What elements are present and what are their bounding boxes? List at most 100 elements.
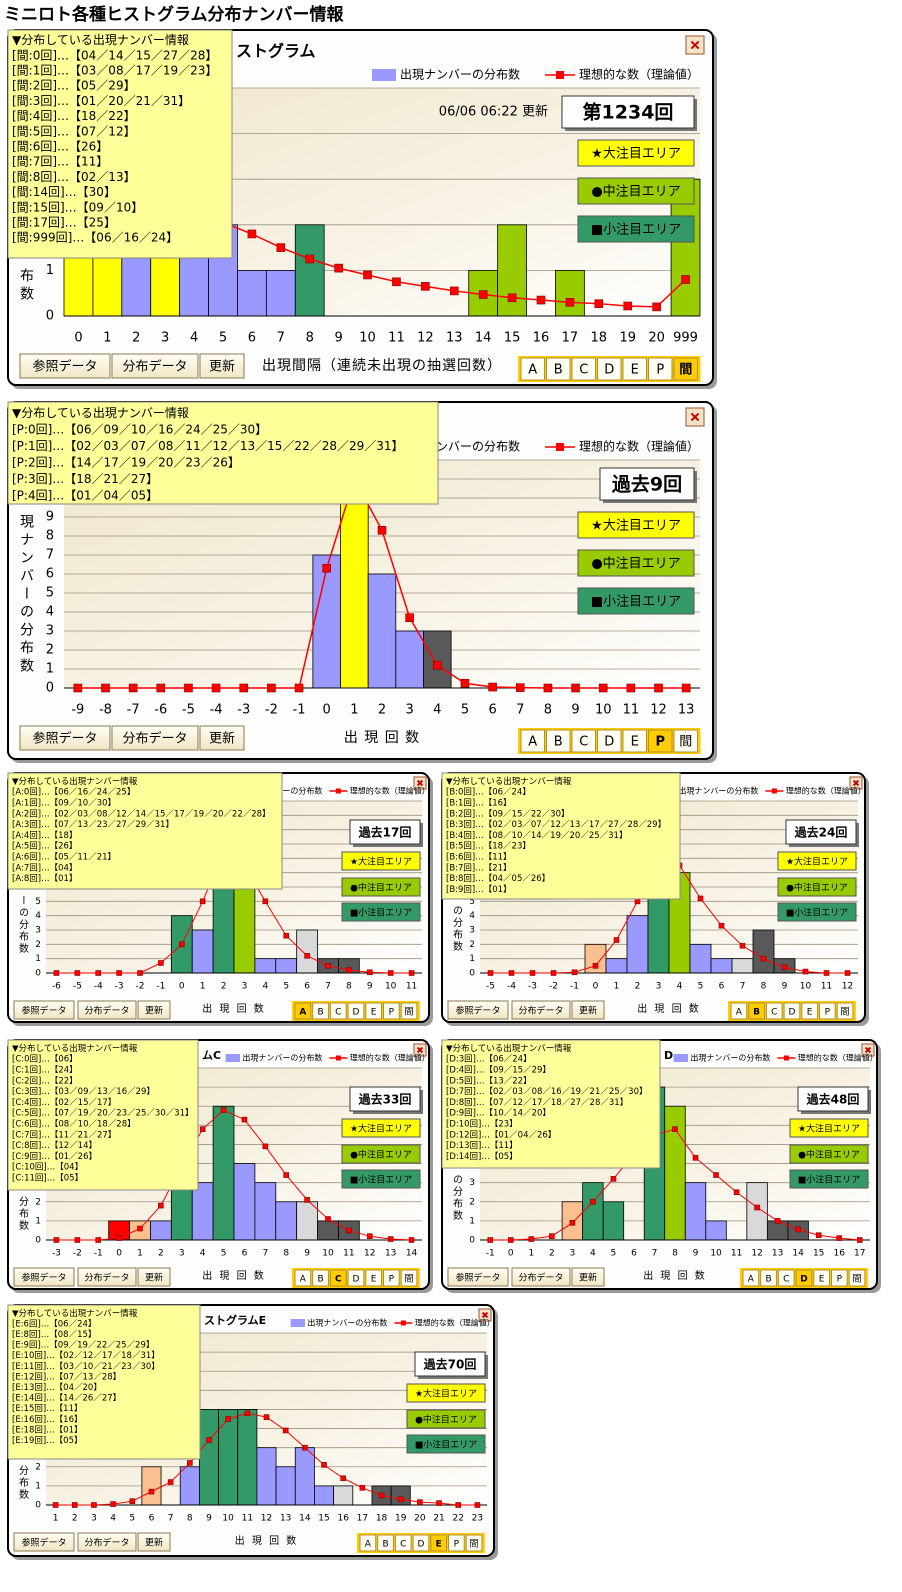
tab-label[interactable]: C (335, 1008, 341, 1018)
tab-label[interactable]: P (655, 735, 665, 750)
tab[interactable] (294, 1002, 312, 1020)
button[interactable] (571, 1267, 605, 1287)
button-label[interactable]: 更新 (209, 359, 235, 375)
tab[interactable] (448, 1534, 465, 1552)
button-label[interactable]: 参照データ (32, 359, 97, 375)
tab-label[interactable]: 間 (679, 363, 692, 378)
button[interactable] (199, 353, 245, 379)
tab-label[interactable]: P (389, 1275, 395, 1285)
button-label[interactable]: 参照データ (32, 731, 97, 747)
button-label[interactable]: 分布データ (84, 1272, 129, 1284)
tab[interactable] (622, 357, 647, 381)
tab[interactable] (597, 357, 622, 381)
tab[interactable] (597, 729, 622, 753)
tab[interactable] (801, 1002, 818, 1020)
tab-label[interactable]: C (400, 1540, 406, 1550)
tab[interactable] (412, 1534, 430, 1552)
tab[interactable] (359, 1534, 377, 1552)
button[interactable] (13, 1267, 75, 1287)
tab-label[interactable]: B (317, 1008, 323, 1018)
tab[interactable] (294, 1269, 312, 1287)
button[interactable] (13, 1000, 75, 1020)
tab-label[interactable]: C (335, 1275, 342, 1285)
tab-label[interactable]: 間 (841, 1007, 850, 1018)
tab-label[interactable]: C (579, 735, 588, 750)
button-label[interactable]: 分布データ (122, 359, 187, 375)
tab[interactable] (383, 1269, 400, 1287)
tab[interactable] (648, 357, 673, 381)
tab[interactable] (730, 1002, 748, 1020)
button[interactable] (571, 1000, 605, 1020)
tab-label[interactable]: P (389, 1008, 395, 1018)
tab-label[interactable]: A (365, 1540, 372, 1550)
tab-label[interactable]: D (352, 1275, 359, 1285)
tab[interactable] (742, 1269, 760, 1287)
button-label[interactable]: 分布データ (84, 1005, 129, 1017)
tab[interactable] (312, 1269, 329, 1287)
tab[interactable] (673, 729, 698, 753)
tab[interactable] (571, 729, 596, 753)
button[interactable] (137, 1267, 171, 1287)
tab[interactable] (365, 1269, 382, 1287)
tab-label[interactable]: P (454, 1540, 460, 1550)
button-label[interactable]: 更新 (145, 1272, 163, 1284)
tab[interactable] (400, 1269, 418, 1287)
tab[interactable] (831, 1269, 848, 1287)
tab-label[interactable]: A (300, 1275, 307, 1285)
tab[interactable] (848, 1269, 866, 1287)
tab-label[interactable]: C (783, 1275, 789, 1285)
button-label[interactable]: 分布データ (518, 1005, 563, 1017)
tab-label[interactable]: B (554, 363, 563, 378)
tab-label[interactable]: P (825, 1008, 831, 1018)
tab-label[interactable]: B (554, 735, 563, 750)
tab[interactable] (783, 1002, 801, 1020)
tab-label[interactable]: P (656, 363, 664, 378)
button-label[interactable]: 更新 (145, 1005, 163, 1017)
tab[interactable] (329, 1269, 347, 1287)
tab[interactable] (813, 1269, 830, 1287)
tab[interactable] (347, 1269, 365, 1287)
tab-label[interactable]: E (371, 1008, 377, 1018)
button[interactable] (137, 1000, 171, 1020)
tab-label[interactable]: C (771, 1008, 777, 1018)
tab[interactable] (836, 1002, 854, 1020)
tab[interactable] (546, 357, 571, 381)
tab-label[interactable]: A (748, 1275, 755, 1285)
tab-label[interactable]: B (753, 1008, 760, 1018)
tab-label[interactable]: A (299, 1008, 306, 1018)
tab-label[interactable]: A (528, 363, 537, 378)
tab[interactable] (365, 1002, 382, 1020)
tab-label[interactable]: 間 (853, 1274, 862, 1285)
tab-label[interactable]: P (837, 1275, 843, 1285)
tab[interactable] (760, 1269, 777, 1287)
tab[interactable] (748, 1002, 765, 1020)
button-label[interactable]: 更新 (209, 731, 235, 747)
tab[interactable] (347, 1002, 365, 1020)
button-label[interactable]: 参照データ (455, 1272, 500, 1284)
button[interactable] (77, 1267, 137, 1287)
button[interactable] (111, 725, 199, 751)
button[interactable] (511, 1000, 571, 1020)
tab-label[interactable]: E (807, 1008, 813, 1018)
tab[interactable] (312, 1002, 329, 1020)
button-label[interactable]: 参照データ (21, 1537, 66, 1549)
button-label[interactable]: 更新 (579, 1005, 597, 1017)
tab[interactable] (520, 729, 545, 753)
tab[interactable] (622, 729, 647, 753)
tab-label[interactable]: B (317, 1275, 323, 1285)
tab[interactable] (329, 1002, 347, 1020)
tab[interactable] (777, 1269, 795, 1287)
tab-label[interactable]: C (579, 363, 588, 378)
tab-label[interactable]: A (736, 1008, 743, 1018)
button[interactable] (111, 353, 199, 379)
button-label[interactable]: 更新 (145, 1537, 163, 1549)
button[interactable] (199, 725, 245, 751)
button[interactable] (77, 1000, 137, 1020)
tab-label[interactable]: E (631, 363, 639, 378)
button[interactable] (13, 1532, 75, 1552)
button[interactable] (511, 1267, 571, 1287)
button[interactable] (19, 725, 111, 751)
tab-label[interactable]: D (800, 1275, 807, 1285)
button-label[interactable]: 分布データ (84, 1537, 129, 1549)
tab[interactable] (673, 357, 698, 381)
